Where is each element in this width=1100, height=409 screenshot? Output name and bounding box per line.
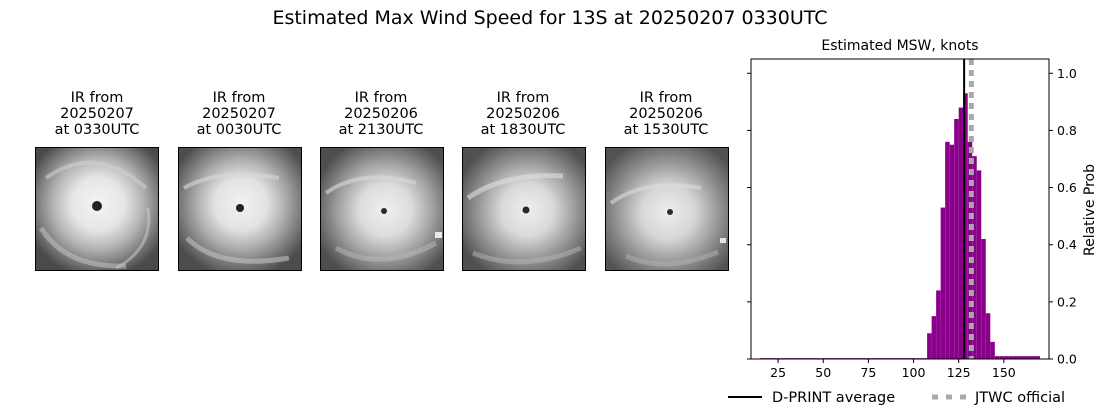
histogram-bar	[985, 313, 991, 359]
ir-title-date: 20250207	[60, 106, 134, 122]
histogram-bar	[1012, 356, 1018, 359]
histogram-bar	[999, 356, 1004, 359]
ir-image-5	[605, 147, 729, 271]
histogram-bar	[994, 356, 1000, 359]
ir-title-date: 20250206	[344, 106, 418, 122]
ir-title-line: IR from	[639, 90, 693, 106]
ir-title-time: at 2130UTC	[338, 122, 424, 138]
x-tick-label: 50	[815, 365, 831, 380]
histogram-bar	[1030, 356, 1036, 359]
ir-title-line: IR from	[70, 90, 124, 106]
y-tick-label: 1.0	[1057, 66, 1077, 81]
x-tick-label: 75	[860, 365, 876, 380]
ir-image-4	[462, 147, 586, 271]
x-tick-label: 150	[992, 365, 1016, 380]
ir-title-date: 20250206	[629, 106, 703, 122]
plot-frame	[750, 58, 1050, 360]
ir-panel-title-3: IR from 20250206 at 2130UTC	[311, 90, 451, 138]
legend-jtwc-label: JTWC official	[974, 390, 1065, 406]
x-tick-label: 125	[947, 365, 971, 380]
x-axis-ticks: 25 50 75 100 125 150	[770, 359, 1016, 380]
y-tick-label: 0.0	[1057, 352, 1077, 367]
histogram-bar	[945, 141, 950, 359]
x-tick-label: 25	[770, 365, 786, 380]
legend-dprint-label: D-PRINT average	[772, 390, 895, 406]
histogram-bars	[760, 93, 1040, 360]
ir-panel-title-4: IR from 20250206 at 1830UTC	[453, 90, 593, 138]
ir-title-time: at 0330UTC	[54, 122, 140, 138]
histogram-bar	[981, 239, 986, 359]
x-tick-label: 100	[902, 365, 926, 380]
y-tick-label: 0.4	[1057, 237, 1077, 252]
histogram-bar	[931, 316, 937, 359]
histogram-bar	[990, 341, 995, 359]
y-tick-label: 0.8	[1057, 123, 1077, 138]
ir-panel-title-1: IR from 20250207 at 0330UTC	[27, 90, 167, 138]
histogram-bar	[1035, 356, 1040, 359]
legend: D-PRINT average JTWC official	[728, 390, 1065, 406]
histogram-bar	[958, 107, 964, 359]
histogram-bar	[963, 93, 968, 360]
ir-panel-title-2: IR from 20250207 at 0030UTC	[169, 90, 309, 138]
ir-title-date: 20250207	[202, 106, 276, 122]
figure-suptitle: Estimated Max Wind Speed for 13S at 2025…	[272, 7, 828, 29]
histogram-bar	[976, 170, 982, 359]
chart-title: Estimated MSW, knots	[821, 38, 978, 54]
ir-title-time: at 1830UTC	[480, 122, 566, 138]
histogram-bar	[936, 290, 941, 359]
ir-title-line: IR from	[354, 90, 408, 106]
histogram-bar	[1017, 356, 1022, 359]
ir-title-date: 20250206	[486, 106, 560, 122]
histogram-bar	[927, 333, 932, 359]
ir-title-time: at 1530UTC	[623, 122, 709, 138]
histogram-bar	[1021, 356, 1027, 359]
ir-title-time: at 0030UTC	[196, 122, 282, 138]
y-tick-label: 0.6	[1057, 180, 1077, 195]
ir-image-1	[35, 147, 159, 271]
histogram-bar	[1003, 356, 1009, 359]
y-tick-label: 0.2	[1057, 294, 1077, 309]
ir-image-3	[320, 147, 444, 271]
histogram-bar	[1008, 356, 1013, 359]
ir-title-line: IR from	[496, 90, 550, 106]
ir-panel-title-5: IR from 20250206 at 1530UTC	[596, 90, 736, 138]
histogram-bar	[972, 156, 977, 359]
y-axis-ticks: 0.0 0.2 0.4 0.6 0.8 1.0	[747, 66, 1077, 367]
ir-image-2	[178, 147, 302, 271]
histogram-bar	[1026, 356, 1031, 359]
histogram-bar	[954, 119, 959, 359]
ir-title-line: IR from	[212, 90, 266, 106]
histogram-bar	[940, 207, 946, 359]
y-axis-label: Relative Prob	[1082, 164, 1098, 256]
histogram-bar	[949, 144, 955, 359]
